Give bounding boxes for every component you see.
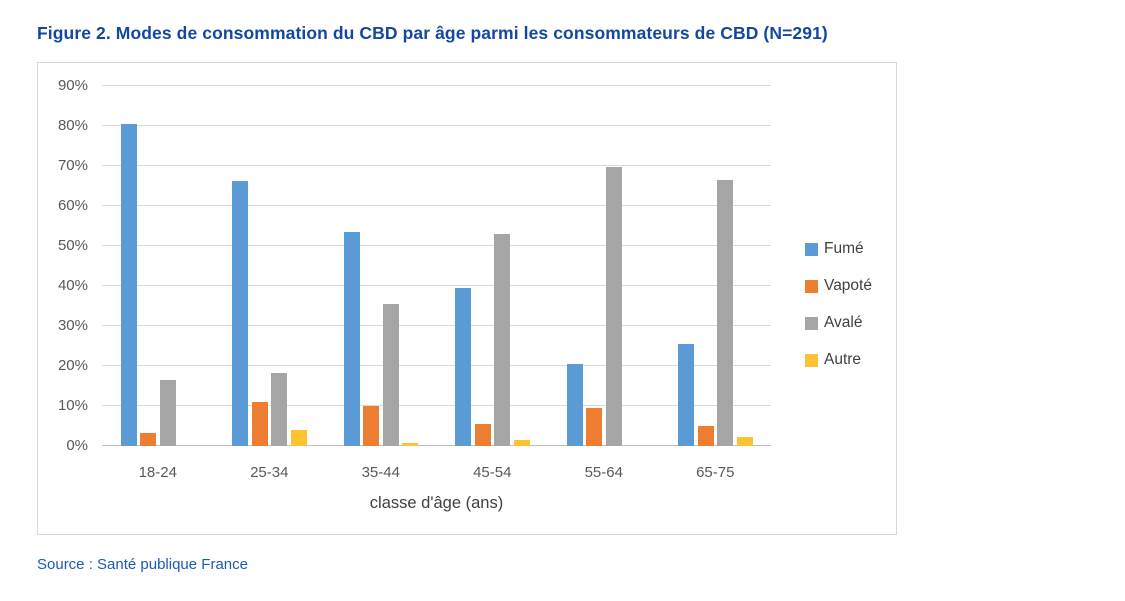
figure-title: Figure 2. Modes de consommation du CBD p… — [37, 23, 828, 43]
bar-vapoté-55-64 — [586, 408, 602, 446]
gridline-90 — [102, 85, 771, 86]
legend-item-autre: Autre — [805, 351, 872, 368]
gridline-20 — [102, 365, 771, 366]
bar-group-35-44 — [325, 86, 437, 446]
x-axis-tick-label-65-75: 65-75 — [696, 464, 735, 481]
gridline-10 — [102, 405, 771, 406]
bar-group-45-54 — [437, 86, 549, 446]
bar-vapoté-35-44 — [363, 406, 379, 446]
bar-group-55-64 — [548, 86, 660, 446]
x-axis-line — [102, 444, 771, 446]
x-axis-tick-label-18-24: 18-24 — [138, 464, 177, 481]
x-axis-tick-label-55-64: 55-64 — [584, 464, 623, 481]
bar-avalé-25-34 — [271, 373, 287, 446]
bar-group-65-75 — [660, 86, 772, 446]
bar-autre-65-75 — [736, 437, 753, 446]
bar-avalé-35-44 — [382, 304, 399, 446]
y-axis-tick-label: 60% — [57, 197, 88, 214]
y-axis-tick-label: 20% — [57, 357, 88, 374]
legend-item-fumé: Fumé — [805, 240, 872, 257]
chart-legend: Fumé Vapoté Avalé Autre — [805, 240, 872, 368]
legend-item-avalé: Avalé — [805, 314, 872, 331]
legend-label: Autre — [824, 351, 862, 368]
y-axis-tick-label: 30% — [57, 317, 88, 334]
gridline-30 — [102, 325, 771, 326]
source-note: Source : Santé publique France — [37, 556, 248, 573]
bar-fumé-35-44 — [343, 231, 360, 446]
bar-avalé-65-75 — [717, 179, 733, 446]
chart-frame: 0% 10% 20% 30% 40% 50% 60% 70% 80% 90% 18-24 25-34… — [37, 62, 897, 535]
y-axis-tick-label: 10% — [57, 397, 88, 414]
y-axis-tick-label: 50% — [57, 237, 88, 254]
legend-swatch-icon — [805, 242, 818, 256]
x-axis-tick-label-25-34: 25-34 — [250, 464, 289, 481]
plot-area: 0% 10% 20% 30% 40% 50% 60% 70% 80% 90% — [58, 78, 771, 454]
bar-vapoté-18-24 — [140, 432, 156, 446]
bar-fumé-25-34 — [232, 180, 248, 446]
bar-vapoté-45-54 — [474, 424, 491, 446]
bar-fumé-18-24 — [120, 124, 137, 446]
bar-avalé-18-24 — [159, 380, 176, 446]
y-axis-tick-label: 90% — [57, 77, 88, 94]
bar-autre-45-54 — [513, 440, 530, 446]
bar-fumé-55-64 — [566, 364, 583, 446]
bar-group-18-24 — [102, 86, 214, 446]
legend-swatch-icon — [805, 353, 818, 367]
legend-label: Fumé — [824, 240, 864, 257]
y-axis-tick-label: 80% — [57, 117, 88, 134]
bar-fumé-65-75 — [678, 343, 694, 446]
bar-fumé-45-54 — [455, 288, 471, 446]
y-axis-tick-label: 40% — [57, 277, 88, 294]
bar-group-25-34 — [214, 86, 326, 446]
bar-avalé-45-54 — [494, 234, 510, 446]
bar-avalé-55-64 — [605, 166, 622, 446]
gridline-50 — [102, 245, 771, 246]
x-axis-tick-label-35-44: 35-44 — [361, 464, 400, 481]
legend-swatch-icon — [805, 316, 818, 330]
bar-autre-25-34 — [290, 430, 307, 446]
gridline-80 — [102, 125, 771, 126]
gridline-70 — [102, 165, 771, 166]
y-axis-tick-label: 70% — [57, 157, 88, 174]
gridline-60 — [102, 205, 771, 206]
gridline-40 — [102, 285, 771, 286]
bar-groups — [102, 86, 771, 446]
bar-vapoté-65-75 — [697, 426, 714, 446]
x-axis-tick-label-45-54: 45-54 — [473, 464, 512, 481]
bar-vapoté-25-34 — [251, 402, 268, 446]
x-axis-tick-labels: 18-24 25-34 35-44 45-54 55-64 65-75 — [102, 464, 771, 481]
legend-label: Vapoté — [824, 277, 872, 294]
legend-item-vapoté: Vapoté — [805, 277, 872, 294]
x-axis-title: classe d'âge (ans) — [369, 494, 504, 512]
bar-autre-35-44 — [402, 443, 418, 446]
y-axis-tick-label: 0% — [66, 437, 88, 454]
legend-label: Avalé — [824, 314, 863, 331]
legend-swatch-icon — [805, 279, 818, 293]
